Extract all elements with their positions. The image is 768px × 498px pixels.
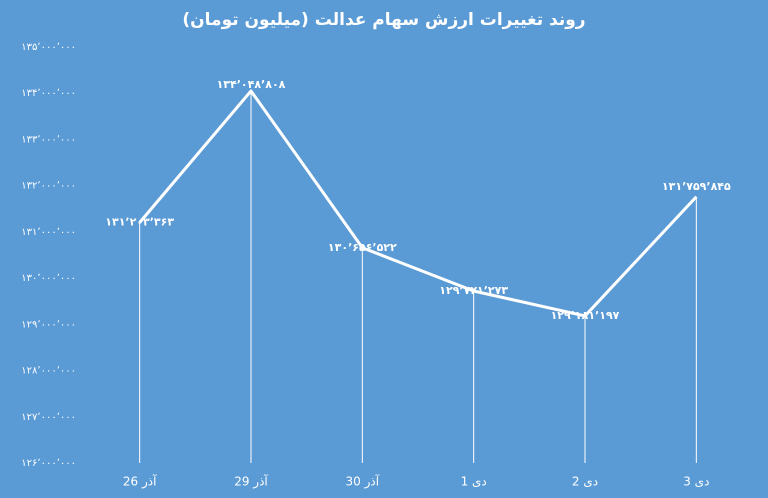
chart-title: روند تغییرات ارزش سهام عدالت (میلیون توم… (182, 10, 585, 30)
x-tick-label: 30 آذر (346, 474, 380, 490)
y-tick-label: ۱۳۵٬۰۰۰٬۰۰۰ (21, 42, 76, 53)
y-tick-label: ۱۲۶٬۰۰۰٬۰۰۰ (21, 458, 76, 469)
data-line (138, 89, 698, 318)
y-tick-label: ۱۳۱٬۰۰۰٬۰۰۰ (21, 227, 76, 238)
x-tick-label: 2 دی (572, 475, 598, 489)
data-label: ۱۳۱٬۷۵۹٬۸۴۵ (662, 180, 731, 193)
y-tick-label: ۱۳۳٬۰۰۰٬۰۰۰ (21, 134, 76, 145)
data-label: ۱۳۱٬۲۰۳٬۳۶۳ (105, 215, 174, 228)
y-tick-label: ۱۲۸٬۰۰۰٬۰۰۰ (21, 366, 76, 377)
data-label: ۱۲۹٬۱۸۱٬۱۹۷ (551, 309, 620, 322)
x-tick-label: 29 آذر (234, 474, 268, 490)
y-tick-label: ۱۲۹٬۰۰۰٬۰۰۰ (21, 319, 76, 330)
y-tick-label: ۱۲۷٬۰۰۰٬۰۰۰ (21, 412, 76, 423)
y-tick-label: ۱۳۰٬۰۰۰٬۰۰۰ (21, 273, 76, 284)
y-tick-label: ۱۳۲٬۰۰۰٬۰۰۰ (21, 181, 76, 192)
data-label: ۱۲۹٬۷۲۱٬۲۷۳ (439, 284, 508, 297)
x-tick-label: 1 دی (461, 475, 487, 489)
x-tick-label: 3 دی (683, 475, 709, 489)
y-tick-label: ۱۳۴٬۰۰۰٬۰۰۰ (21, 88, 76, 99)
data-label: ۱۳۴٬۰۴۸٬۸۰۸ (217, 78, 286, 91)
x-tick-label: 26 آذر (123, 474, 157, 490)
data-label: ۱۳۰٬۶۵۶٬۵۲۲ (328, 241, 397, 254)
